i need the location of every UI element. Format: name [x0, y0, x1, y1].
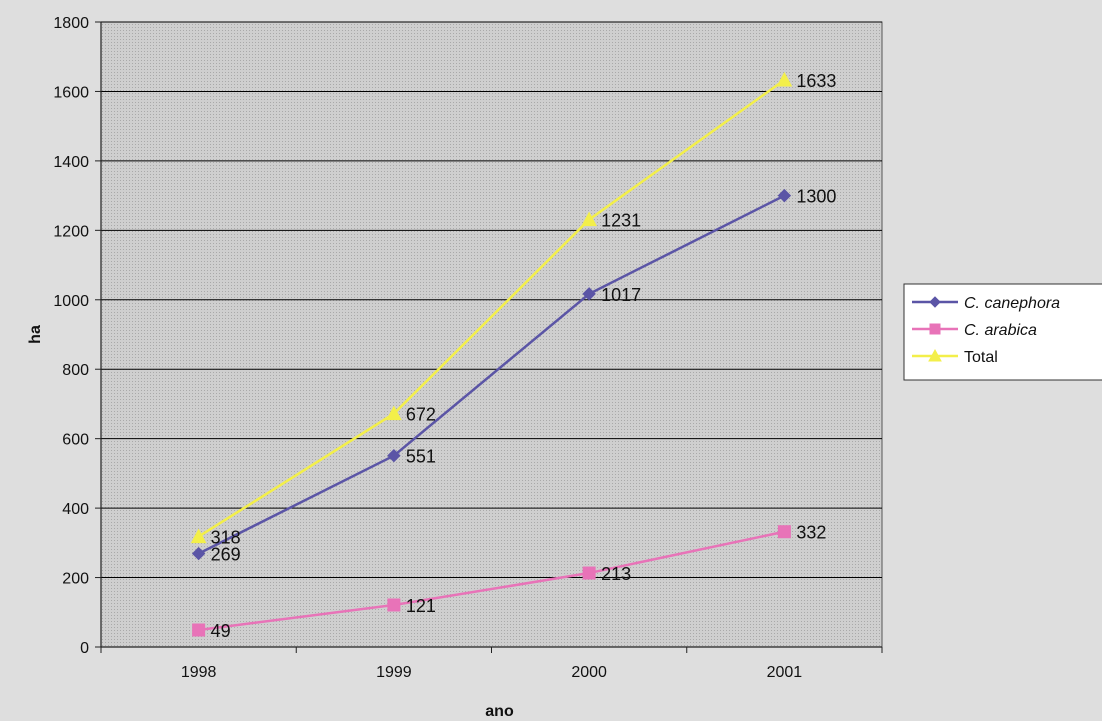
y-tick-label-800: 800 [62, 362, 89, 379]
y-tick-label-0: 0 [80, 640, 89, 657]
legend-item-c-arabica: C. arabica [912, 322, 1037, 339]
data-label-c-canephora-1998: 269 [211, 545, 241, 565]
data-point-c-canephora-1998 [191, 546, 206, 561]
x-tick-label-2001: 2001 [767, 664, 803, 681]
legend-item-c-canephora: C. canephora [912, 295, 1060, 312]
series-total: 318 672 1231 1633 [190, 71, 836, 548]
plot-area [100, 21, 883, 648]
data-point-c-arabica-2000 [582, 566, 596, 580]
data-label-c-arabica-1999: 121 [406, 596, 436, 616]
legend-swatch-marker [929, 296, 941, 308]
data-point-total-2001 [776, 71, 793, 87]
data-point-c-canephora-2000 [582, 287, 596, 301]
y-tick-label-200: 200 [62, 571, 89, 588]
gridlines [101, 21, 882, 579]
legend: C. canephora C. arabica Total [903, 283, 1102, 381]
series-line-c-arabica [198, 530, 785, 632]
data-label-c-canephora-2001: 1300 [796, 187, 836, 207]
data-label-c-canephora-1999: 551 [406, 447, 436, 467]
data-point-c-arabica-1999 [387, 598, 401, 612]
data-label-c-arabica-1998: 49 [211, 621, 231, 641]
data-label-c-arabica-2000: 213 [601, 564, 631, 584]
y-tick-label-1400: 1400 [53, 154, 89, 171]
y-tick-label-1000: 1000 [53, 293, 89, 310]
series-line-total [197, 78, 786, 538]
data-label-total-2001: 1633 [796, 71, 836, 91]
data-label-c-arabica-2001: 332 [796, 523, 826, 543]
data-point-c-arabica-2001 [777, 525, 791, 539]
legend-swatch-marker [929, 323, 941, 335]
legend-swatch-marker [928, 348, 942, 362]
y-tick-label-1200: 1200 [53, 223, 89, 240]
data-point-total-1999 [386, 405, 402, 421]
y-axis-ticks: 0 200 400 600 800 1000 1200 1400 1600 1800 [53, 15, 101, 657]
data-label-c-canephora-2000: 1017 [601, 285, 641, 305]
x-axis-title: ano [485, 703, 514, 720]
y-tick-label-600: 600 [62, 432, 89, 449]
x-tick-label-1998: 1998 [181, 664, 217, 681]
data-label-total-1998: 318 [211, 528, 241, 548]
y-tick-label-1600: 1600 [53, 84, 89, 101]
x-axis-ticks: 1998 1999 2000 2001 [100, 647, 883, 681]
series-layer: 269 551 1017 1300 49 121 213 332 318 672 1231 1633 [190, 71, 836, 641]
legend-label-total: Total [964, 349, 998, 366]
series-line-c-canephora [198, 194, 785, 555]
data-point-c-arabica-1998 [192, 623, 206, 637]
legend-label-c-arabica: C. arabica [964, 322, 1037, 339]
data-label-total-2000: 1231 [601, 211, 641, 231]
data-point-c-canephora-2001 [777, 188, 792, 203]
x-tick-label-1999: 1999 [376, 664, 412, 681]
data-point-total-1998 [190, 528, 207, 544]
y-tick-label-1800: 1800 [53, 15, 89, 32]
data-point-total-2000 [581, 211, 597, 227]
series-c-arabica: 49 121 213 332 [192, 523, 826, 641]
data-label-total-1999: 672 [406, 405, 436, 425]
y-tick-label-400: 400 [62, 501, 89, 518]
data-point-c-canephora-1999 [387, 448, 401, 463]
legend-label-c-canephora: C. canephora [964, 295, 1060, 312]
legend-item-total: Total [912, 348, 998, 366]
series-c-canephora: 269 551 1017 1300 [191, 187, 836, 565]
y-axis-title: ha [27, 325, 44, 344]
x-tick-label-2000: 2000 [571, 664, 607, 681]
